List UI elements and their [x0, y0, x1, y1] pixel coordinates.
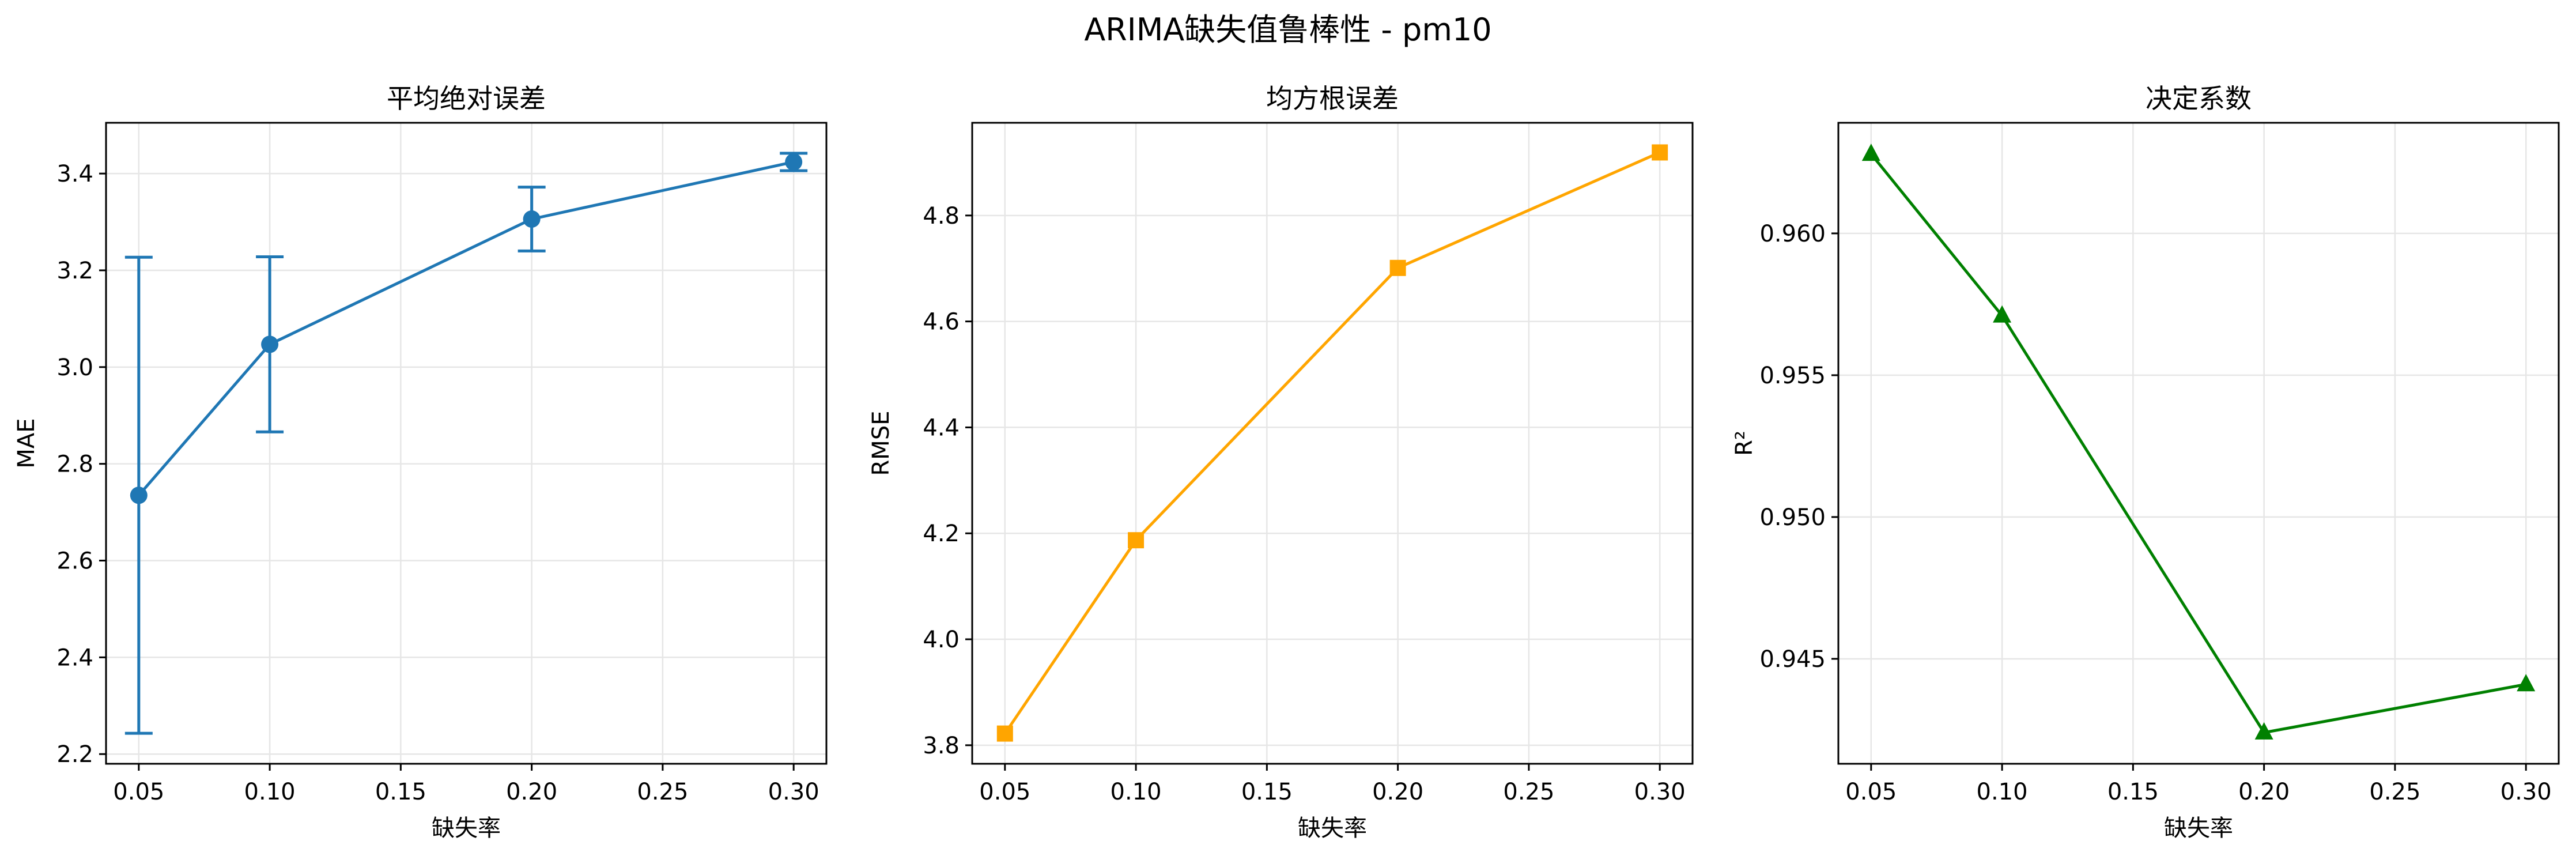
x-tick-label: 0.05	[979, 779, 1030, 805]
y-tick-label: 0.950	[1759, 504, 1826, 531]
series-line	[1003, 151, 1661, 735]
y-axis-label: RMSE	[868, 411, 894, 476]
data-point	[1861, 144, 1880, 161]
x-tick-label: 0.20	[1372, 779, 1423, 805]
subplot-title: 均方根误差	[1266, 83, 1399, 114]
x-tick-label: 0.10	[1111, 779, 1162, 805]
y-tick-label: 4.4	[923, 414, 960, 441]
y-tick-label: 0.945	[1759, 646, 1826, 673]
y-tick-label: 3.2	[56, 258, 93, 284]
data-point	[785, 153, 803, 171]
y-tick-label: 0.955	[1759, 363, 1826, 389]
x-tick-label: 0.15	[1241, 779, 1293, 805]
y-axis-label: R²	[1731, 431, 1758, 456]
y-tick-label: 0.960	[1759, 221, 1826, 247]
y-tick-label: 4.8	[923, 203, 960, 229]
x-tick-label: 0.20	[2238, 779, 2290, 805]
y-tick-label: 2.6	[56, 548, 93, 575]
y-tick-label: 2.8	[56, 451, 93, 478]
data-point	[1128, 532, 1145, 549]
data-point	[2254, 722, 2273, 740]
x-tick-label: 0.25	[637, 779, 688, 805]
x-tick-label: 0.25	[2369, 779, 2420, 805]
data-point	[1389, 259, 1406, 276]
y-tick-label: 3.4	[56, 161, 93, 187]
data-point	[261, 335, 279, 353]
subplots: 0.05 0.10 0.15 0.20 0.25 0.30 2.2 2.4 2.6 2.8 3.0 3…	[13, 83, 2560, 842]
y-tick-label: 3.0	[56, 355, 93, 381]
x-tick-label: 0.05	[1845, 779, 1897, 805]
x-tick-label: 0.30	[1634, 779, 1686, 805]
data-point	[523, 210, 541, 228]
data-point	[130, 487, 148, 504]
x-tick-label: 0.30	[768, 779, 819, 805]
y-tick-label: 2.2	[56, 741, 93, 768]
x-tick-label: 0.15	[375, 779, 426, 805]
subplot-2: 0.05 0.10 0.15 0.20 0.25 0.30 3.8 4.0 4.2 4.4 4.6 4…	[868, 83, 1694, 842]
y-tick-label: 3.8	[923, 733, 960, 759]
data-point	[2517, 674, 2536, 692]
x-tick-label: 0.05	[113, 779, 164, 805]
subplot-3: 0.05 0.10 0.15 0.20 0.25 0.30 0.945 0.950 0.955 0…	[1731, 83, 2560, 842]
data-point	[1993, 305, 2012, 323]
series-line	[1869, 153, 2526, 734]
axes-frame	[1837, 122, 2560, 765]
subplot-title: 决定系数	[2146, 83, 2252, 114]
x-axis-label: 缺失率	[1298, 815, 1367, 842]
y-tick-label: 4.6	[923, 309, 960, 335]
x-axis-label: 缺失率	[2164, 815, 2233, 842]
axes-frame	[971, 122, 1694, 765]
data-point	[1652, 144, 1668, 161]
y-axis-label: MAE	[13, 418, 40, 468]
subplot-1: 0.05 0.10 0.15 0.20 0.25 0.30 2.2 2.4 2.6 2.8 3.0 3…	[13, 83, 828, 842]
x-tick-label: 0.25	[1503, 779, 1554, 805]
x-tick-label: 0.15	[2107, 779, 2159, 805]
x-axis-label: 缺失率	[432, 815, 501, 842]
series-line	[137, 160, 794, 496]
y-tick-label: 2.4	[56, 644, 93, 671]
subplot-title: 平均绝对误差	[387, 83, 546, 114]
y-tick-label: 4.2	[923, 521, 960, 547]
data-point	[996, 725, 1013, 742]
axes-frame	[105, 122, 828, 765]
x-tick-label: 0.20	[506, 779, 557, 805]
x-tick-label: 0.10	[1977, 779, 2028, 805]
y-tick-label: 4.0	[923, 627, 960, 653]
x-tick-label: 0.10	[244, 779, 296, 805]
x-tick-label: 0.30	[2501, 779, 2552, 805]
figure-title: ARIMA缺失值鲁棒性 - pm10	[1084, 12, 1491, 48]
